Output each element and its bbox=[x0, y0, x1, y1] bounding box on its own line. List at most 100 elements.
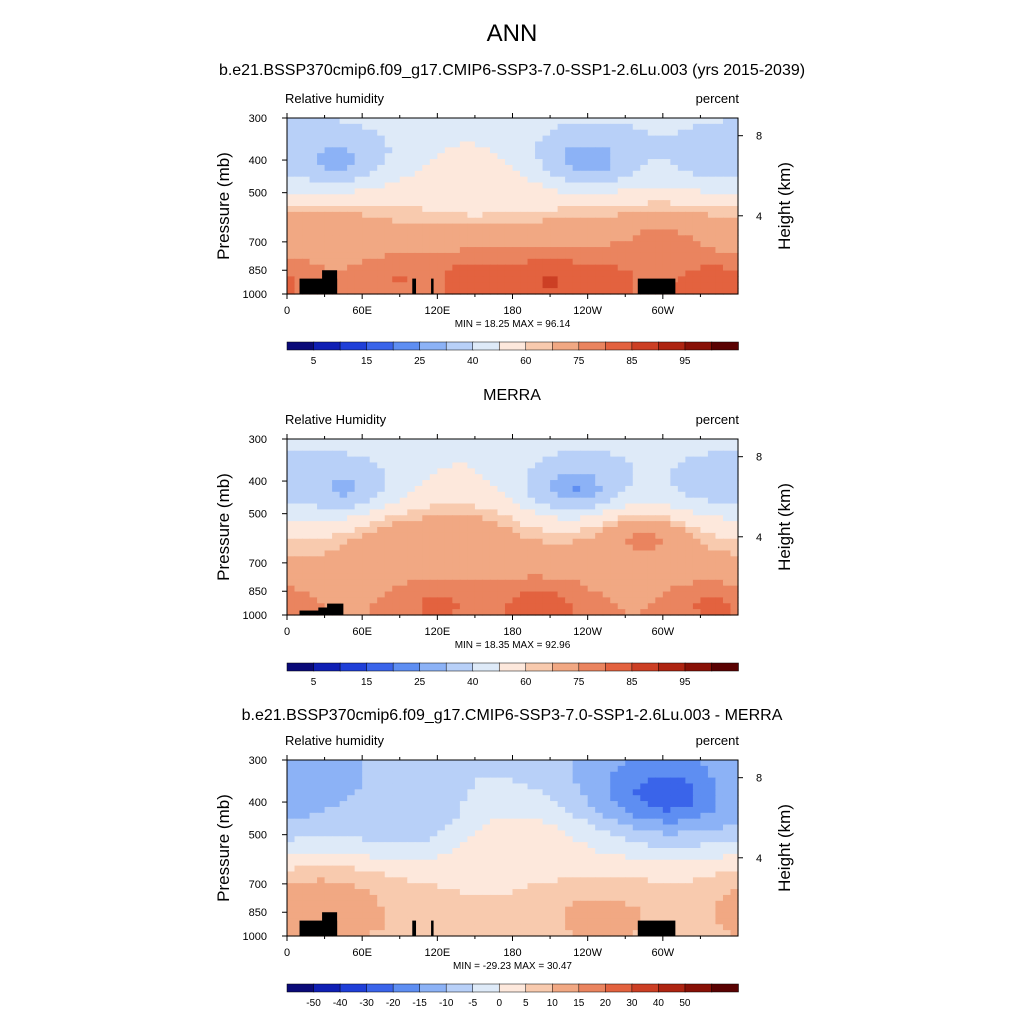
heatmap-cell bbox=[617, 159, 626, 166]
heatmap-cell bbox=[722, 824, 732, 831]
heatmap-cell bbox=[287, 824, 296, 831]
heatmap-cell bbox=[685, 258, 694, 266]
heatmap-cell bbox=[444, 480, 453, 487]
heatmap-cell bbox=[640, 474, 649, 481]
heatmap-cell bbox=[730, 164, 739, 172]
heatmap-cell bbox=[715, 182, 724, 189]
heatmap-cell bbox=[595, 848, 604, 855]
heatmap-cell bbox=[504, 135, 514, 143]
heatmap-cell bbox=[444, 135, 453, 143]
heatmap-cell bbox=[565, 865, 574, 873]
heatmap-cell bbox=[677, 789, 686, 796]
heatmap-cell bbox=[362, 235, 371, 242]
heatmap-cell bbox=[302, 579, 311, 587]
heatmap-cell bbox=[587, 176, 596, 184]
heatmap-cell bbox=[685, 439, 694, 446]
heatmap-cell bbox=[662, 836, 671, 843]
heatmap-cell bbox=[347, 789, 356, 796]
heatmap-cell bbox=[677, 830, 686, 837]
heatmap-cell bbox=[339, 818, 348, 826]
heatmap-cell bbox=[527, 485, 536, 493]
heatmap-cell bbox=[332, 801, 341, 808]
heatmap-cell bbox=[610, 609, 619, 616]
heatmap-cell bbox=[557, 456, 566, 464]
heatmap-cell bbox=[730, 818, 739, 826]
heatmap-cell bbox=[730, 848, 739, 855]
heatmap-cell bbox=[399, 509, 408, 516]
heatmap-cell bbox=[482, 573, 491, 581]
heatmap-cell bbox=[520, 544, 529, 552]
heatmap-cell bbox=[677, 235, 686, 242]
heatmap-cell bbox=[347, 538, 356, 546]
y-tick-label: 300 bbox=[249, 434, 267, 446]
heatmap-cell bbox=[354, 836, 363, 843]
heatmap-cell bbox=[655, 515, 664, 522]
heatmap-cell bbox=[662, 118, 671, 125]
heatmap-cell bbox=[617, 258, 626, 266]
heatmap-cell bbox=[324, 129, 333, 137]
heatmap-cell bbox=[339, 836, 348, 843]
heatmap-cell bbox=[497, 288, 506, 295]
heatmap-cell bbox=[685, 456, 694, 464]
heatmap-cell bbox=[452, 264, 461, 272]
heatmap-cell bbox=[497, 830, 506, 837]
heatmap-cell bbox=[542, 282, 551, 289]
heatmap-cell bbox=[520, 159, 529, 166]
heatmap-cell bbox=[354, 474, 363, 481]
heatmap-cell bbox=[489, 247, 499, 254]
heatmap-cell bbox=[392, 135, 401, 143]
heatmap-cell bbox=[384, 188, 393, 195]
heatmap-cell bbox=[294, 118, 303, 125]
heatmap-cell bbox=[399, 164, 408, 172]
heatmap-cell bbox=[482, 474, 491, 481]
heatmap-cell bbox=[324, 579, 333, 587]
heatmap-cell bbox=[655, 217, 664, 225]
heatmap-cell bbox=[662, 188, 671, 195]
heatmap-cell bbox=[512, 568, 521, 575]
heatmap-cell bbox=[384, 288, 393, 295]
heatmap-cell bbox=[287, 777, 296, 785]
heatmap-cell bbox=[527, 170, 536, 178]
heatmap-cell bbox=[707, 579, 717, 587]
heatmap-cell bbox=[557, 818, 566, 826]
heatmap-cell bbox=[504, 871, 514, 878]
heatmap-cell bbox=[542, 288, 551, 295]
heatmap-cell bbox=[625, 562, 634, 569]
heatmap-cell bbox=[557, 282, 566, 289]
heatmap-cell bbox=[407, 591, 416, 598]
heatmap-cell bbox=[332, 848, 341, 855]
heatmap-cell bbox=[527, 777, 536, 785]
colorbar-swatch bbox=[313, 341, 341, 351]
heatmap-cell bbox=[527, 258, 536, 266]
heatmap-cell bbox=[399, 485, 408, 493]
heatmap-cell bbox=[580, 456, 589, 464]
heatmap-cell bbox=[625, 129, 634, 137]
heatmap-cell bbox=[610, 527, 619, 534]
heatmap-cell bbox=[677, 456, 686, 464]
heatmap-cell bbox=[715, 200, 724, 207]
heatmap-cell bbox=[677, 562, 686, 569]
heatmap-cell bbox=[625, 188, 634, 195]
heatmap-cell bbox=[302, 848, 311, 855]
heatmap-cell bbox=[655, 223, 664, 231]
heatmap-cell bbox=[414, 282, 423, 289]
heatmap-cell bbox=[542, 129, 551, 137]
heatmap-cell bbox=[527, 288, 536, 295]
heatmap-cell bbox=[414, 270, 423, 277]
heatmap-cell bbox=[632, 270, 641, 277]
heatmap-cell bbox=[527, 153, 536, 160]
heatmap-cell bbox=[685, 159, 694, 166]
heatmap-cell bbox=[692, 591, 702, 598]
heatmap-cell bbox=[324, 836, 333, 843]
heatmap-cell bbox=[287, 468, 296, 475]
heatmap-cell bbox=[655, 556, 664, 563]
heatmap-cell bbox=[557, 123, 566, 131]
heatmap-cell bbox=[474, 532, 484, 540]
heatmap-cell bbox=[377, 806, 386, 814]
heatmap-cell bbox=[309, 603, 318, 610]
heatmap-cell bbox=[347, 777, 356, 785]
heatmap-cell bbox=[452, 200, 461, 207]
heatmap-cell bbox=[452, 176, 461, 184]
heatmap-cell bbox=[452, 141, 461, 148]
heatmap-cell bbox=[309, 527, 318, 534]
